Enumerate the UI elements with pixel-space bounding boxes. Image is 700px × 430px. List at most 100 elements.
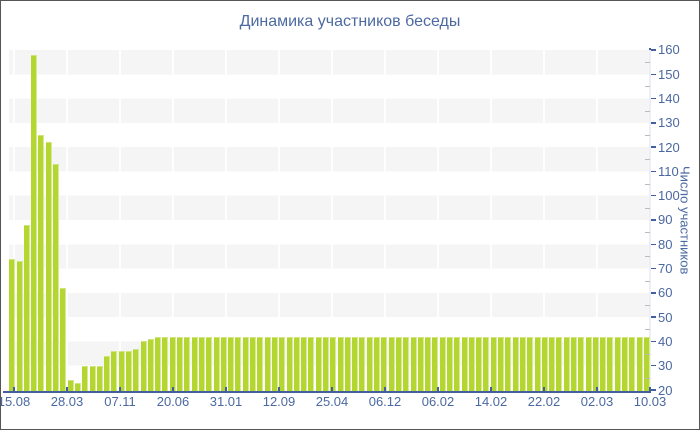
bar	[614, 336, 621, 391]
y-axis-minor-tick	[645, 353, 650, 355]
vertical-gridline	[331, 50, 333, 390]
vertical-gridline	[13, 50, 15, 390]
bar	[374, 336, 381, 391]
bar	[505, 336, 512, 391]
bar	[439, 336, 446, 391]
y-tick-label: 40	[658, 333, 673, 349]
bar	[235, 336, 242, 391]
bar	[264, 336, 271, 391]
bar	[388, 336, 395, 391]
bar	[60, 287, 67, 391]
bar	[147, 338, 154, 391]
bar	[643, 336, 650, 391]
bar	[206, 336, 213, 391]
bar	[541, 336, 548, 391]
x-tick-label: 28.03	[50, 394, 84, 409]
vertical-gridline	[543, 50, 545, 390]
bar	[16, 261, 23, 391]
bar	[395, 336, 402, 391]
vertical-gridline	[66, 50, 68, 390]
y-axis-minor-tick	[645, 256, 650, 258]
y-tick-label: 160	[658, 42, 680, 58]
y-tick-label: 140	[658, 91, 680, 107]
y-axis-minor-tick	[645, 329, 650, 331]
x-axis-tick	[13, 387, 15, 391]
bar	[140, 341, 147, 391]
y-axis-tick	[651, 243, 656, 246]
bar	[155, 336, 162, 391]
bar	[315, 336, 322, 391]
x-axis-tick	[66, 387, 68, 391]
y-axis-tick	[651, 194, 656, 197]
x-axis-tick	[649, 387, 651, 391]
bar	[133, 348, 140, 391]
bar	[74, 382, 81, 391]
y-axis-tick	[651, 389, 656, 391]
bar	[366, 336, 373, 391]
bar	[242, 336, 249, 391]
y-axis-tick	[651, 146, 656, 148]
y-axis-tick	[651, 97, 656, 100]
x-tick-label: 07.11	[104, 394, 136, 409]
bar	[425, 336, 432, 391]
bar	[337, 336, 344, 391]
bar	[38, 134, 45, 391]
y-axis-minor-tick	[645, 280, 650, 282]
vertical-gridline	[596, 50, 598, 390]
y-tick-label: 60	[658, 285, 673, 301]
x-axis-tick	[172, 387, 174, 391]
bar	[169, 336, 176, 391]
bar	[111, 351, 118, 391]
bar	[279, 336, 286, 391]
y-tick-label: 50	[658, 309, 673, 325]
y-tick-label: 110	[658, 163, 679, 179]
plot-background-bands	[9, 50, 650, 390]
x-tick-label: 20.06	[156, 394, 190, 409]
x-tick-label: 22.02	[527, 394, 561, 409]
x-axis-tick	[225, 387, 227, 391]
bar	[432, 336, 439, 391]
y-tick-label: 70	[658, 261, 673, 277]
y-axis-minor-tick	[645, 134, 650, 136]
bar	[257, 336, 264, 391]
bar	[250, 336, 257, 391]
bar	[607, 336, 614, 391]
x-axis-tick	[331, 387, 333, 391]
bar	[220, 336, 227, 391]
bar	[301, 336, 308, 391]
y-axis-tick	[651, 219, 656, 221]
y-axis-tick	[651, 292, 656, 294]
vertical-gridline	[490, 50, 492, 390]
bar	[177, 336, 184, 391]
bar	[359, 336, 366, 391]
vertical-gridline	[437, 50, 439, 390]
bar	[410, 336, 417, 391]
x-tick-label: 14.02	[474, 394, 508, 409]
x-tick-label: 12.09	[262, 394, 296, 409]
y-axis-tick	[651, 316, 656, 318]
y-axis-minor-tick	[645, 183, 650, 185]
bar	[468, 336, 475, 391]
x-tick-label: 06.02	[421, 394, 455, 409]
bar	[629, 336, 636, 391]
vertical-gridline	[225, 50, 227, 390]
y-axis-minor-tick	[645, 377, 650, 379]
bar	[213, 336, 220, 391]
bar	[308, 336, 315, 391]
x-tick-label: 31.01	[209, 394, 243, 409]
bar	[381, 336, 388, 391]
y-axis-minor-tick	[645, 86, 650, 88]
chart-title: Динамика участников беседы	[239, 13, 461, 30]
bar	[549, 336, 556, 391]
bar	[82, 365, 89, 391]
bar	[447, 336, 453, 391]
y-axis-tick	[651, 364, 656, 367]
bar	[417, 336, 424, 391]
bar	[9, 258, 16, 391]
bar	[585, 336, 592, 391]
bar	[191, 336, 198, 391]
x-axis-tick	[490, 387, 492, 391]
x-axis-tick	[596, 387, 598, 391]
bar	[519, 336, 526, 391]
